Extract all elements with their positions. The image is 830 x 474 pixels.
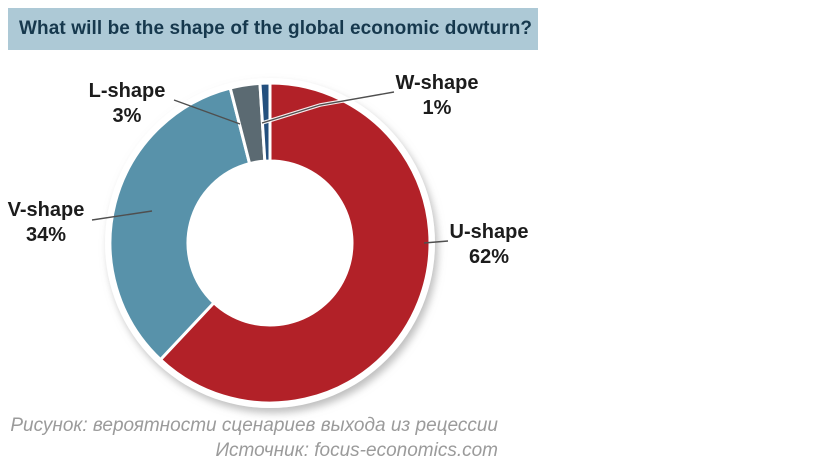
slice-label-pct: 34% [25, 224, 67, 246]
chart-title-bar: What will be the shape of the global eco… [8, 8, 538, 50]
leader-line-v-shape [91, 210, 153, 221]
slice-label-text: U-shape [449, 221, 529, 243]
slice-label-w-shape: W-shape 1% [377, 71, 497, 121]
donut-slice-v-shape [108, 86, 252, 362]
figure-caption-block: Рисунок: вероятности сценариев выхода из… [0, 413, 498, 463]
slice-label-text: W-shape [395, 72, 479, 94]
slice-label-v-shape: V-shape 34% [0, 198, 92, 248]
slice-label-pct: 3% [112, 105, 142, 127]
slice-label-pct: 1% [422, 97, 452, 119]
donut-slice-u-shape [158, 81, 432, 405]
slice-label-l-shape: L-shape 3% [67, 79, 187, 129]
slice-label-pct: 62% [468, 246, 510, 268]
source-caption: Источник: focus-economics.com [215, 440, 498, 461]
leader-line-w-shape [261, 90, 395, 125]
leader-line-l-shape [173, 99, 241, 125]
slice-label-text: L-shape [88, 80, 166, 102]
chart-title: What will be the shape of the global eco… [19, 18, 533, 39]
figure-caption: Рисунок: вероятности сценариев выхода из… [10, 415, 498, 436]
slice-label-u-shape: U-shape 62% [429, 220, 549, 270]
leader-line-u-shape [423, 240, 449, 244]
slice-label-text: V-shape [7, 199, 85, 221]
